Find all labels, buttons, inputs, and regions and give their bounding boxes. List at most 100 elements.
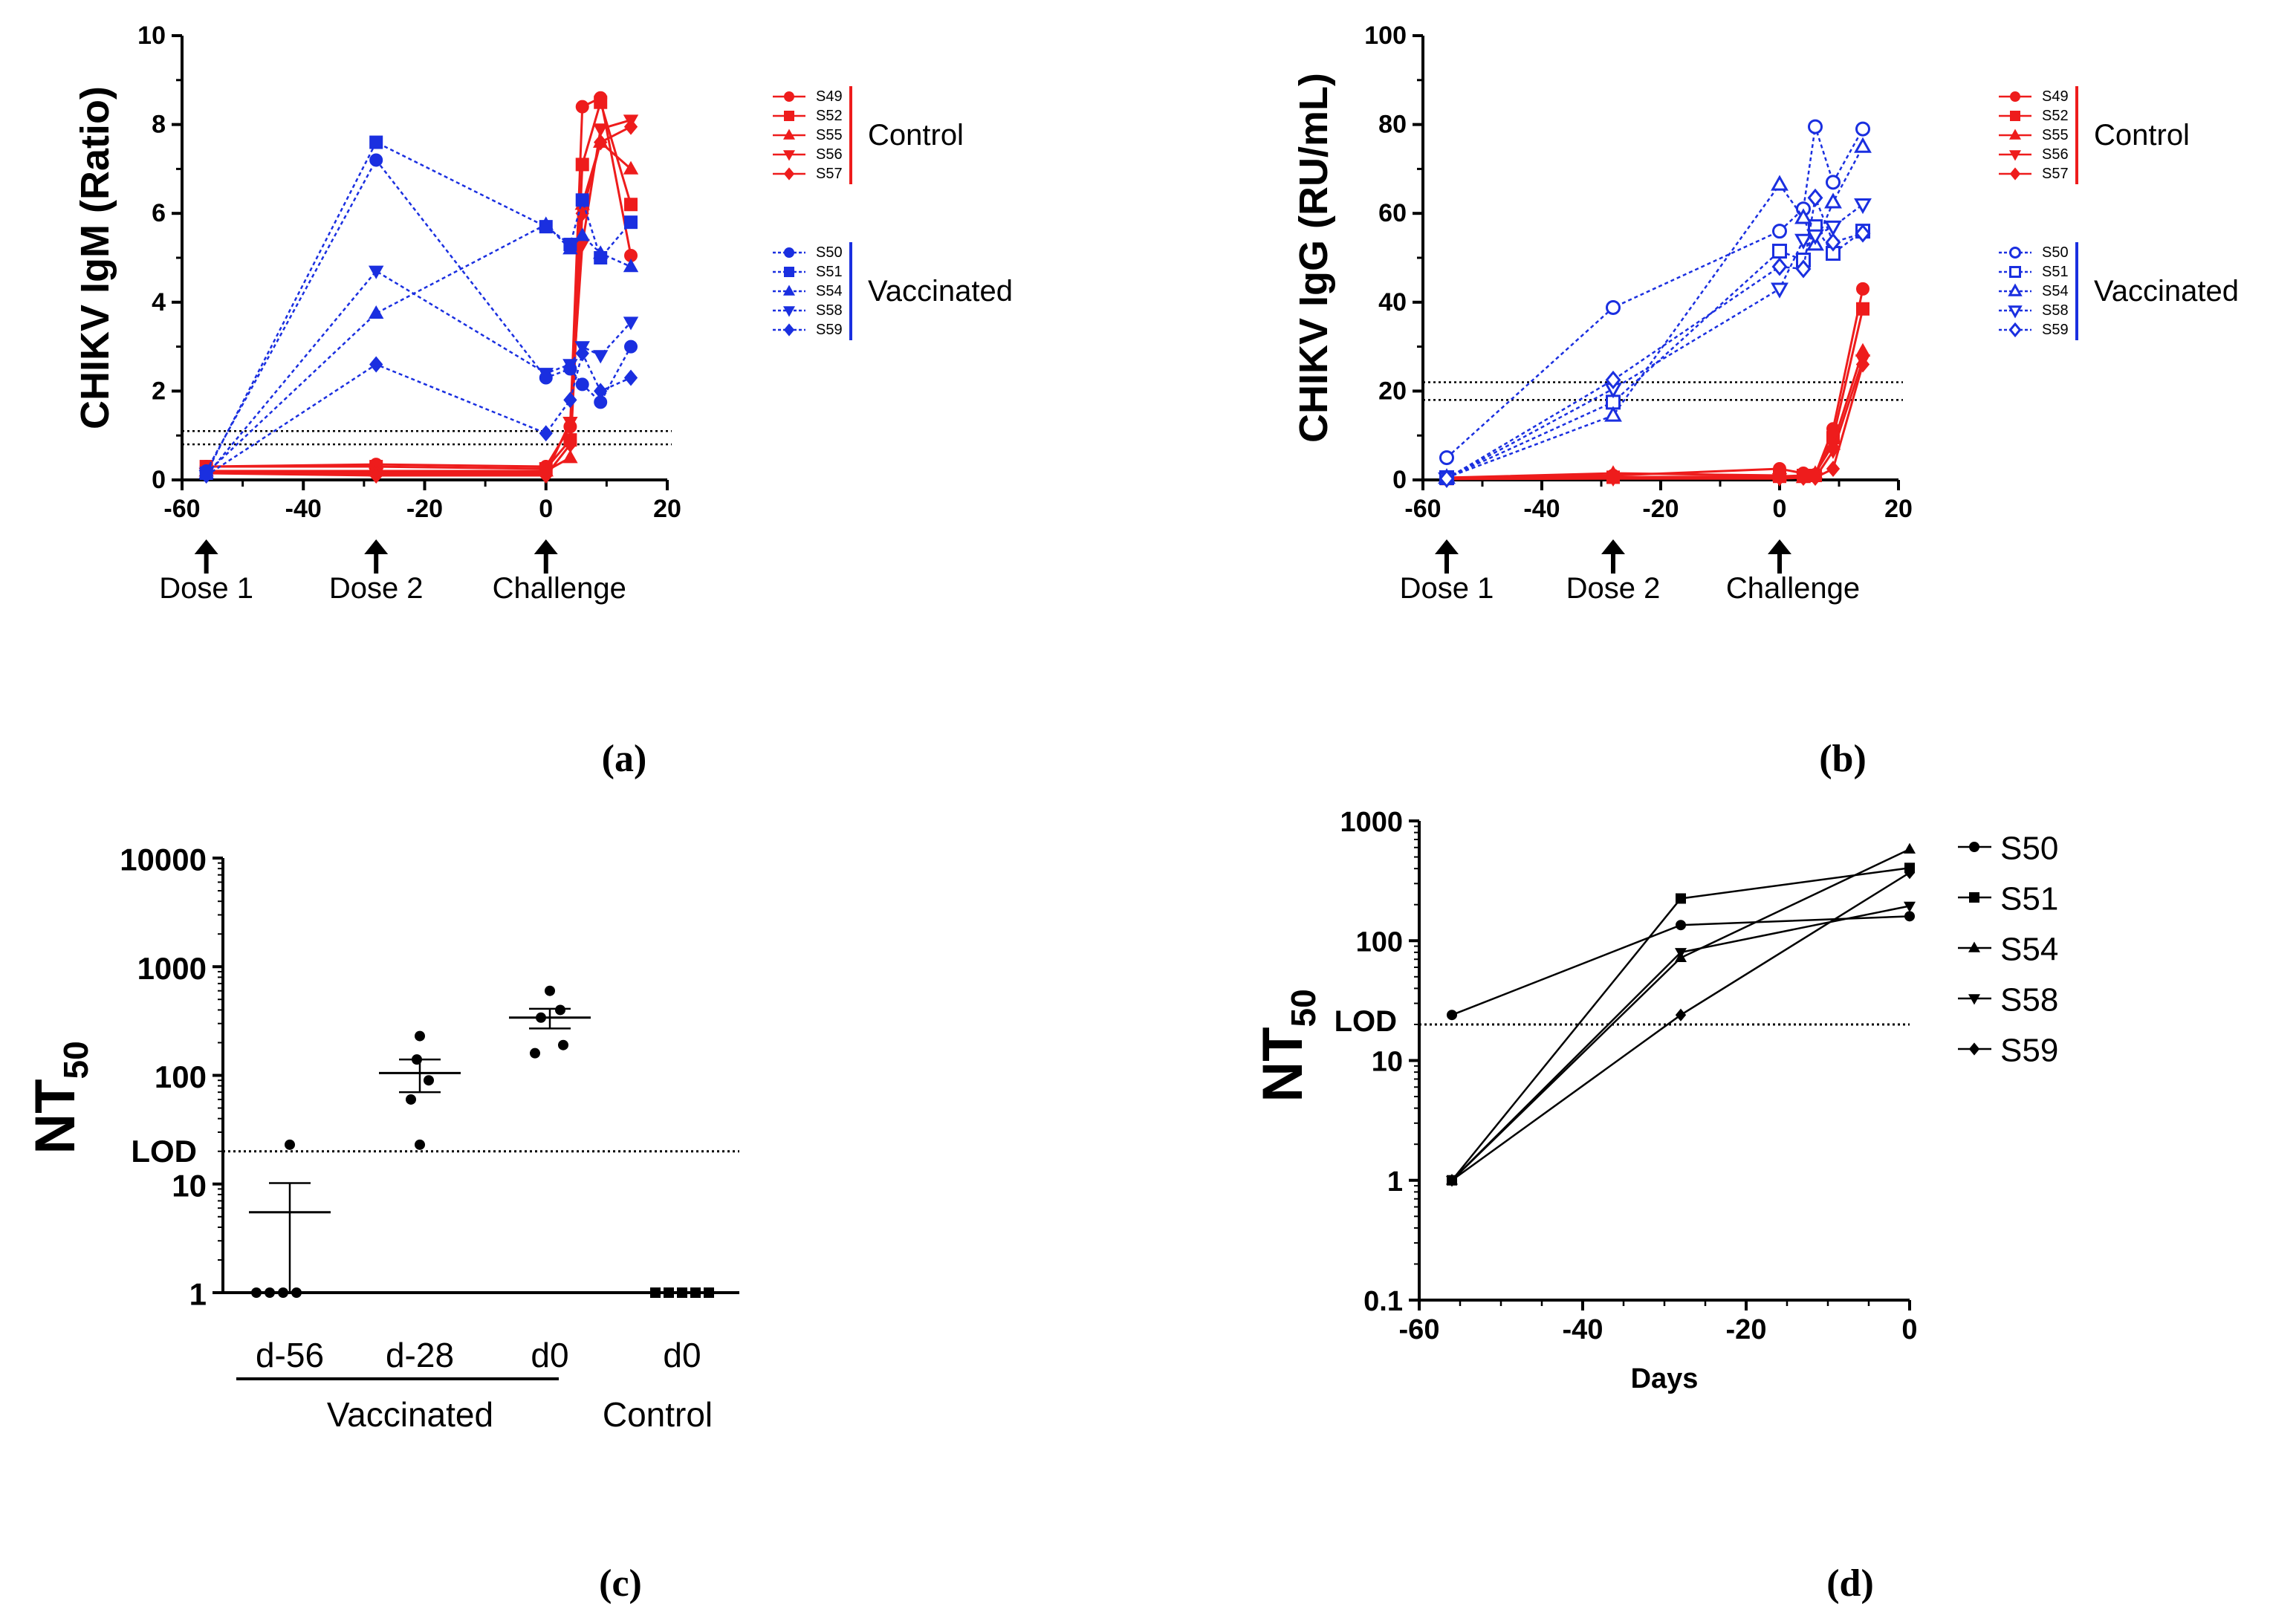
- legend-marker: [2008, 150, 2022, 161]
- legend-marker: [2009, 266, 2021, 278]
- legend-marker: [2008, 129, 2022, 140]
- data-point: [1771, 175, 1789, 191]
- y-tick-label: 1000: [1340, 807, 1403, 838]
- panel-label: (a): [602, 738, 647, 780]
- series-S59: [1439, 188, 1871, 488]
- data-point: [1676, 920, 1686, 931]
- data-point: [1772, 470, 1787, 486]
- y-tick-label: 4: [152, 288, 166, 316]
- series-S49: [1440, 282, 1869, 485]
- series-group: [198, 91, 639, 484]
- data-point: [594, 383, 608, 400]
- legend-control: S49 S52 S55 S56 S57 Control: [773, 86, 964, 184]
- legend-group-label: Control: [868, 119, 964, 152]
- y-tick-label: 100: [1364, 22, 1407, 50]
- series-line: [1446, 204, 1864, 480]
- legend-marker: [2008, 305, 2023, 319]
- legend-marker: [784, 91, 794, 102]
- y-tick-label: 100: [155, 1059, 207, 1094]
- y-tick-label: 10: [137, 22, 166, 50]
- data-point: [1771, 257, 1788, 276]
- legend-marker: [1968, 941, 1981, 952]
- series-line: [1451, 915, 1910, 1016]
- data-point: [624, 340, 638, 354]
- data-point: [530, 1048, 540, 1059]
- series-S59: [199, 345, 638, 484]
- category-2: [509, 985, 591, 1059]
- x-tick-label: -20: [406, 495, 443, 523]
- data-point: [664, 1287, 674, 1298]
- data-point: [539, 467, 553, 484]
- data-point: [1808, 119, 1823, 134]
- legend-marker: [2008, 322, 2022, 338]
- legend-marker: [784, 247, 794, 258]
- data-point: [623, 118, 638, 135]
- legend-marker: [783, 323, 795, 337]
- event-arrow: [1435, 539, 1459, 574]
- data-point: [199, 467, 213, 484]
- data-point: [555, 1004, 565, 1016]
- data-point: [563, 392, 577, 409]
- data-point: [690, 1287, 701, 1298]
- y-tick-label: 1: [1387, 1166, 1403, 1198]
- legend-label: S50: [2042, 244, 2069, 261]
- data-point: [1676, 893, 1686, 904]
- legend-marker: [782, 150, 796, 161]
- panel-a: 0 2 4 6 8 10 -60 -40 -20 0 20 CHIKV IgM (Ratio) Dose…: [73, 22, 1013, 780]
- series-S59: [1446, 866, 1916, 1187]
- panel-label: (b): [1819, 738, 1867, 780]
- legend-marker: [1969, 842, 1979, 852]
- data-point: [1794, 233, 1812, 250]
- data-point: [1826, 461, 1841, 478]
- x-tick-label: -60: [1399, 1314, 1440, 1345]
- legend-group-label: Vaccinated: [868, 275, 1013, 308]
- series-line: [1446, 126, 1864, 459]
- series-line: [1446, 308, 1864, 480]
- arrow-head: [194, 539, 218, 554]
- arrow-head: [1601, 539, 1625, 554]
- points: [249, 985, 714, 1298]
- data-point: [1855, 224, 1871, 243]
- legend-marker: [2009, 167, 2021, 181]
- legend-marker: [782, 285, 796, 296]
- data-point: [1855, 356, 1870, 373]
- data-point: [368, 265, 384, 279]
- data-point: [623, 316, 639, 331]
- x-tick-label: -40: [1523, 495, 1560, 523]
- y-axis-label-main: NT: [24, 1079, 87, 1154]
- series-S58: [1438, 198, 1872, 489]
- data-point: [1439, 469, 1455, 488]
- legend-label: S55: [816, 127, 843, 143]
- data-point: [1808, 470, 1823, 486]
- legend-label: S50: [816, 244, 843, 261]
- data-point: [251, 1287, 262, 1298]
- data-point: [1446, 1174, 1458, 1187]
- event-arrow: [364, 539, 389, 574]
- panel-label: (d): [1826, 1562, 1874, 1605]
- series-line: [1446, 360, 1864, 481]
- mean-sem: [509, 1007, 591, 1030]
- data-point: [574, 227, 590, 241]
- panel-c: LOD 1 10 100 1000 10000 NT50 d-56 d-28 d0 d0 Vaccin…: [24, 842, 739, 1605]
- data-point: [575, 377, 589, 392]
- legend-label: S56: [816, 146, 843, 163]
- data-point: [1855, 121, 1870, 137]
- legend-marker: [2008, 283, 2023, 296]
- lod-label: LOD: [1335, 1005, 1397, 1038]
- arrow-head: [364, 539, 389, 554]
- legend-label: S49: [816, 88, 843, 105]
- panel-d: LOD 0.1 1 10 100 1000 -60 -40 -20 0 Days NT50 S50 S51…: [1251, 807, 2058, 1605]
- legend-label: S58: [816, 302, 843, 319]
- legend-marker: [783, 167, 795, 181]
- data-point: [704, 1287, 714, 1298]
- legend-marker: [1968, 994, 1981, 1005]
- data-point: [1904, 866, 1916, 880]
- y-tick-label: 10000: [120, 842, 207, 877]
- y-tick-label: 20: [1378, 377, 1407, 405]
- event-arrow: [1768, 539, 1791, 574]
- series-S50: [1447, 911, 1915, 1021]
- data-point: [1825, 445, 1841, 459]
- series-group: [1445, 842, 1916, 1187]
- data-point: [1796, 470, 1811, 486]
- data-point: [650, 1287, 661, 1298]
